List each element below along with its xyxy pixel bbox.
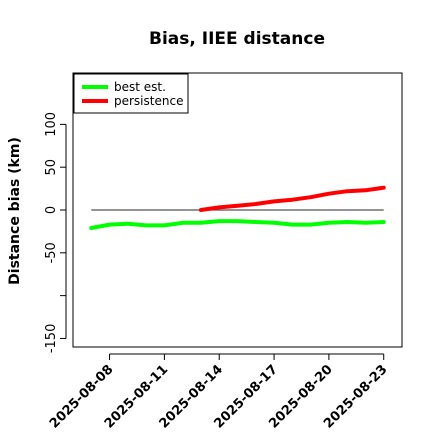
y-tick-label: 50 [44, 159, 59, 176]
legend-label: persistence [114, 94, 183, 108]
y-tick-label: 100 [44, 112, 59, 137]
y-axis-label: Distance bias (km) [7, 137, 23, 285]
y-tick-label: -50 [44, 242, 59, 263]
legend-label: best est. [114, 80, 166, 94]
series-line-persistence [198, 185, 386, 212]
chart-title: Bias, IIEE distance [149, 29, 325, 49]
y-tick-label: -150 [44, 324, 59, 354]
legend-box [73, 73, 189, 114]
y-tick-label: 0 [44, 206, 59, 214]
plot-frame [72, 72, 403, 348]
plot-area [89, 185, 386, 230]
axes: -150-500501002025-08-082025-08-112025-08… [44, 112, 391, 432]
legend: best est.persistence [73, 73, 189, 114]
series-line-best-est [89, 219, 386, 230]
